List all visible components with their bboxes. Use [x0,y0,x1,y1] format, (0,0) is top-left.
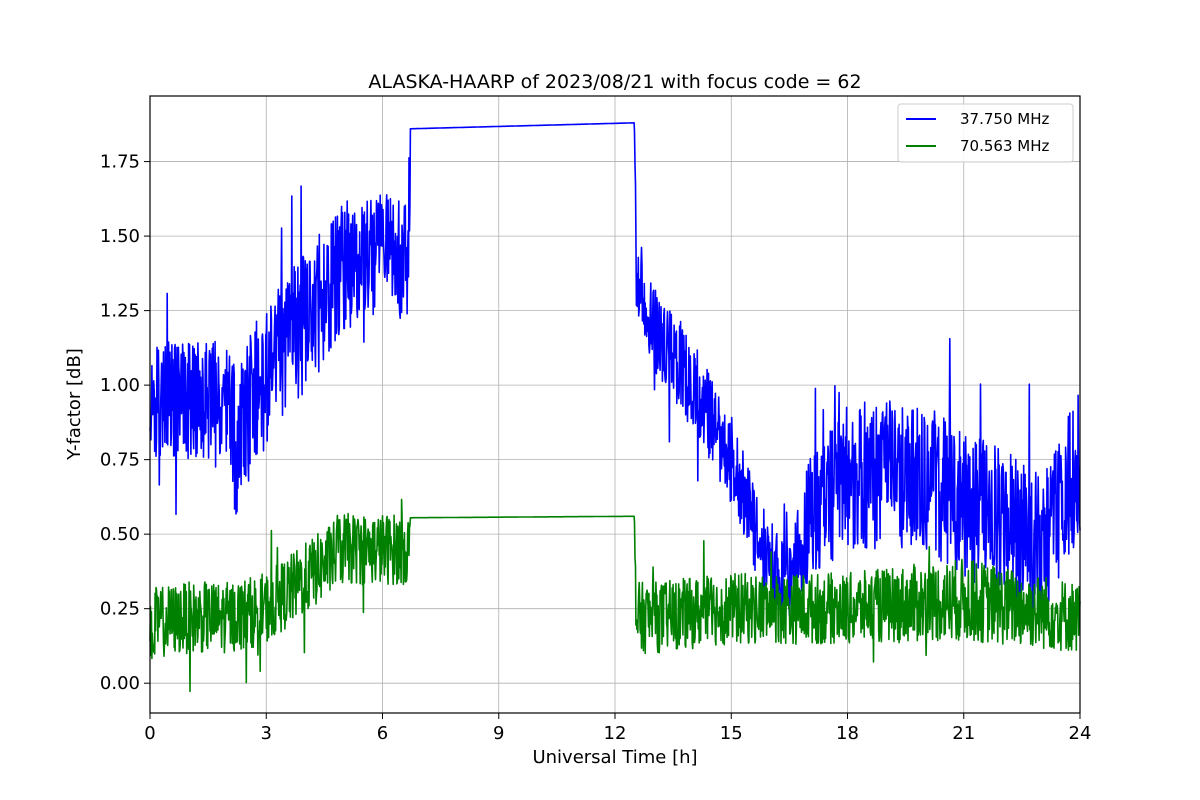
y-tick-label: 0.00 [100,673,140,694]
series-line-70-563-mhz [149,498,1081,693]
x-tick-label: 15 [720,723,743,744]
x-tick-label: 6 [377,723,388,744]
x-axis-label: Universal Time [h] [532,747,697,768]
x-tick-label: 24 [1069,723,1092,744]
y-tick-label: 1.75 [100,152,140,173]
y-axis: 0.00 0.25 0.50 0.75 1.00 1.25 1.50 1.75 [100,152,150,694]
x-tick-label: 21 [952,723,975,744]
x-tick-label: 12 [604,723,627,744]
x-tick-label: 18 [836,723,859,744]
x-tick-label: 3 [261,723,272,744]
y-tick-label: 1.00 [100,375,140,396]
series-layer [149,122,1081,693]
x-axis: 0 3 6 9 12 15 18 21 24 [144,713,1091,744]
series-line-37-750-mhz [149,122,1081,626]
legend: 37.750 MHz 70.563 MHz [897,103,1074,163]
legend-label-70-563: 70.563 MHz [960,137,1049,155]
y-tick-label: 0.75 [100,450,140,471]
legend-label-37-750: 37.750 MHz [960,110,1049,128]
x-tick-label: 9 [493,723,504,744]
y-axis-label: Y-factor [dB] [64,348,85,461]
legend-box [897,103,1074,163]
y-tick-label: 0.25 [100,599,140,620]
y-tick-label: 1.50 [100,226,140,247]
y-tick-label: 0.50 [100,524,140,545]
y-tick-label: 1.25 [100,301,140,322]
x-tick-label: 0 [144,723,155,744]
chart-title: ALASKA-HAARP of 2023/08/21 with focus co… [368,71,861,93]
